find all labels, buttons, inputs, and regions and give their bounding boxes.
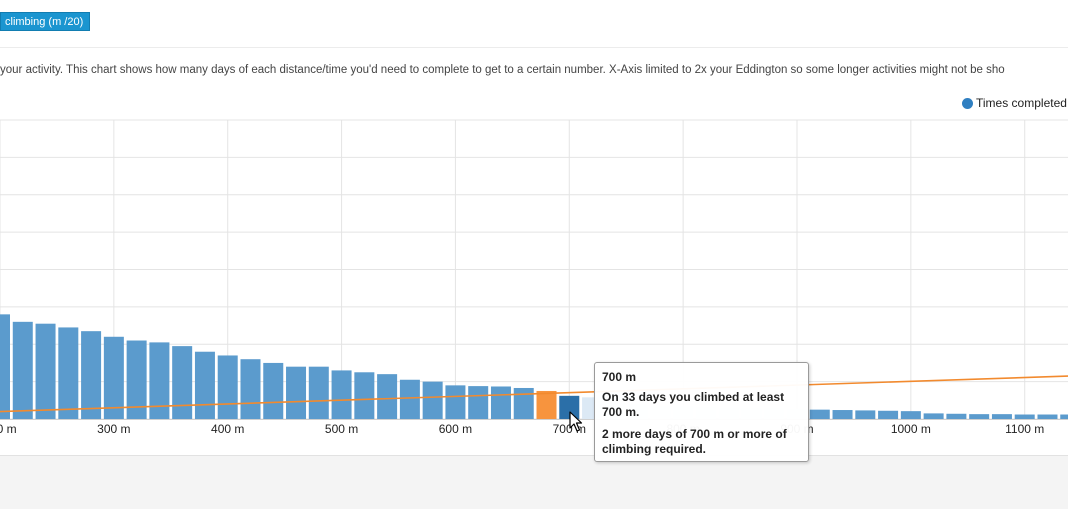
x-tick-label: 400 m xyxy=(211,422,244,436)
bar-620 xyxy=(468,386,489,419)
bar-560 xyxy=(399,379,420,419)
tooltip-line-required: 2 more days of 700 m or more of climbing… xyxy=(602,427,787,456)
bar-680 xyxy=(536,390,557,419)
bar-960 xyxy=(855,410,876,419)
bar-940 xyxy=(832,410,853,419)
bar-240 xyxy=(35,323,56,419)
tooltip-title: 700 m xyxy=(602,370,637,384)
bar-1100 xyxy=(1014,414,1035,419)
bar-400 xyxy=(217,355,238,419)
tooltip-line-days: On 33 days you climbed at least 700 m. xyxy=(602,390,785,419)
bar-1040 xyxy=(946,413,967,419)
legend-dot-icon xyxy=(962,97,973,109)
bar-980 xyxy=(878,410,899,419)
bar-440 xyxy=(263,362,284,419)
bar-920 xyxy=(809,409,830,419)
x-tick-label: 500 m xyxy=(325,422,358,436)
footer-band xyxy=(0,455,1068,509)
bar-280 xyxy=(81,331,102,419)
x-tick-label: 1100 m xyxy=(1005,422,1044,436)
bar-300 xyxy=(103,336,124,419)
bar-520 xyxy=(354,372,375,419)
chart-tooltip: 700 m On 33 days you climbed at least 70… xyxy=(594,362,809,462)
bar-480 xyxy=(308,366,329,419)
bar-500 xyxy=(331,370,352,419)
bar-1060 xyxy=(969,414,990,419)
bar-640 xyxy=(490,386,511,419)
x-tick-label: 300 m xyxy=(97,422,130,436)
bar-1020 xyxy=(923,413,944,419)
chart-legend[interactable]: Times completed xyxy=(962,96,1067,110)
bar-420 xyxy=(240,359,261,419)
x-tick-label: 1000 m xyxy=(891,422,931,436)
chart-description: your activity. This chart shows how many… xyxy=(0,64,1005,76)
bar-1120 xyxy=(1037,414,1058,419)
bar-660 xyxy=(513,387,534,419)
bar-1140 xyxy=(1060,414,1068,419)
bar-320 xyxy=(126,340,147,419)
bar-580 xyxy=(422,381,443,419)
bar-340 xyxy=(149,342,170,419)
climbing-filter-button[interactable]: climbing (m /20) xyxy=(0,12,91,31)
x-tick-label: 200 m xyxy=(0,422,17,436)
bar-1000 xyxy=(900,411,921,419)
bar-200 xyxy=(0,314,10,419)
bar-380 xyxy=(194,351,215,419)
x-tick-label: 600 m xyxy=(439,422,472,436)
bar-220 xyxy=(12,321,33,419)
mouse-pointer-icon xyxy=(569,411,583,432)
bar-1080 xyxy=(991,414,1012,419)
eddington-line xyxy=(0,375,1068,413)
bar-260 xyxy=(58,327,79,419)
section-divider xyxy=(0,47,1068,48)
bar-460 xyxy=(286,366,307,419)
bar-360 xyxy=(172,346,193,419)
bar-540 xyxy=(377,374,398,419)
bar-600 xyxy=(445,385,466,419)
bar-700 xyxy=(559,395,580,419)
legend-label: Times completed xyxy=(976,96,1067,110)
